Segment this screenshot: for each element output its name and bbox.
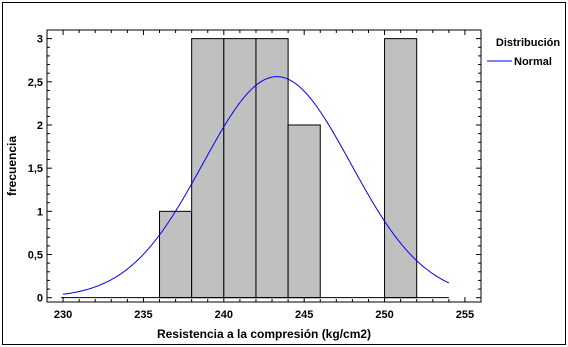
y-tick-label: 1,5	[28, 163, 43, 175]
x-axis-label: Resistencia a la compresión (kg/cm2)	[157, 327, 371, 341]
x-tick-label: 235	[134, 309, 152, 321]
histogram-bar-7	[384, 38, 418, 299]
histogram-bar-4	[287, 124, 321, 299]
plot-area	[46, 29, 482, 303]
y-tick-label: 0,5	[28, 250, 43, 262]
histogram-bar-0	[159, 210, 193, 299]
x-tick-label: 255	[456, 309, 474, 321]
histogram-bar-2	[223, 38, 257, 299]
y-tick-label: 0	[37, 293, 43, 305]
bars-layer	[61, 38, 449, 299]
histogram-bar-1	[191, 38, 225, 299]
x-tick-label: 240	[215, 309, 233, 321]
legend: Distribución Normal	[487, 37, 560, 68]
y-tick-label: 2,5	[28, 77, 43, 89]
x-tick-label: 250	[375, 309, 393, 321]
y-axis-label: frecuencia	[5, 136, 19, 196]
x-tick-label: 230	[54, 309, 72, 321]
normal-curve	[63, 76, 450, 295]
legend-label-normal: Normal	[514, 56, 552, 68]
legend-title: Distribución	[496, 37, 560, 49]
y-tick-label: 1	[37, 206, 43, 218]
ticks-layer: 230 235 240 245 250 255 0 0,5 1 1,5 2 2,5 3	[28, 30, 481, 321]
x-tick-label: 245	[295, 309, 313, 321]
y-tick-label: 2	[37, 120, 43, 132]
y-tick-label: 3	[37, 34, 43, 46]
